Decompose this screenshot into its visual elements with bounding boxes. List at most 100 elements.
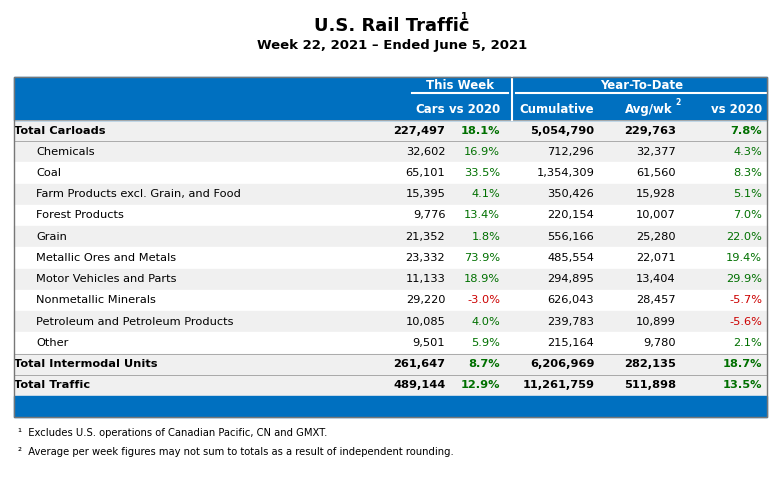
Text: 18.7%: 18.7% bbox=[723, 359, 762, 369]
Text: 32,377: 32,377 bbox=[636, 147, 676, 157]
Text: 22,071: 22,071 bbox=[636, 253, 676, 263]
Text: Total Intermodal Units: Total Intermodal Units bbox=[14, 359, 158, 369]
Text: vs 2020: vs 2020 bbox=[711, 103, 762, 116]
Bar bbox=[14, 141, 767, 163]
Text: Petroleum and Petroleum Products: Petroleum and Petroleum Products bbox=[36, 317, 234, 327]
Text: 626,043: 626,043 bbox=[548, 295, 594, 305]
Text: 10,899: 10,899 bbox=[636, 317, 676, 327]
Text: 350,426: 350,426 bbox=[547, 189, 594, 199]
Text: 15,395: 15,395 bbox=[405, 189, 445, 199]
Text: Other: Other bbox=[36, 338, 68, 348]
Text: ²  Average per week figures may not sum to totals as a result of independent rou: ² Average per week figures may not sum t… bbox=[18, 447, 454, 457]
Bar bbox=[14, 120, 767, 141]
Text: 282,135: 282,135 bbox=[624, 359, 676, 369]
Text: 22.0%: 22.0% bbox=[726, 232, 762, 242]
Text: 1: 1 bbox=[461, 12, 467, 22]
Bar bbox=[14, 183, 767, 205]
Bar bbox=[14, 77, 767, 120]
Text: 8.7%: 8.7% bbox=[469, 359, 500, 369]
Text: 5.1%: 5.1% bbox=[733, 189, 762, 199]
Text: 23,332: 23,332 bbox=[405, 253, 445, 263]
Text: Nonmetallic Minerals: Nonmetallic Minerals bbox=[36, 295, 156, 305]
Text: 489,144: 489,144 bbox=[393, 380, 445, 391]
Text: 220,154: 220,154 bbox=[547, 211, 594, 221]
Text: Total Carloads: Total Carloads bbox=[14, 125, 106, 136]
Text: Week 22, 2021 – Ended June 5, 2021: Week 22, 2021 – Ended June 5, 2021 bbox=[257, 39, 527, 52]
Text: Grain: Grain bbox=[36, 232, 67, 242]
Text: This Week: This Week bbox=[426, 79, 494, 92]
Text: 15,928: 15,928 bbox=[636, 189, 676, 199]
Text: 16.9%: 16.9% bbox=[464, 147, 500, 157]
Text: Avg/wk: Avg/wk bbox=[625, 103, 673, 116]
Text: 712,296: 712,296 bbox=[547, 147, 594, 157]
Text: 227,497: 227,497 bbox=[394, 125, 445, 136]
Text: 511,898: 511,898 bbox=[624, 380, 676, 391]
Text: 12.9%: 12.9% bbox=[461, 380, 500, 391]
Text: 5,054,790: 5,054,790 bbox=[530, 125, 594, 136]
Text: -5.7%: -5.7% bbox=[729, 295, 762, 305]
Text: Forest Products: Forest Products bbox=[36, 211, 124, 221]
Bar bbox=[14, 396, 767, 417]
Text: vs 2020: vs 2020 bbox=[449, 103, 500, 116]
Text: 4.0%: 4.0% bbox=[471, 317, 500, 327]
Text: Year-To-Date: Year-To-Date bbox=[600, 79, 683, 92]
Text: 19.4%: 19.4% bbox=[726, 253, 762, 263]
Text: U.S. Rail Traffic: U.S. Rail Traffic bbox=[314, 17, 470, 35]
Text: 1.8%: 1.8% bbox=[471, 232, 500, 242]
Text: Cumulative: Cumulative bbox=[520, 103, 594, 116]
Text: Metallic Ores and Metals: Metallic Ores and Metals bbox=[36, 253, 176, 263]
Text: Chemicals: Chemicals bbox=[36, 147, 95, 157]
Text: 9,776: 9,776 bbox=[413, 211, 445, 221]
Text: 29.9%: 29.9% bbox=[726, 274, 762, 284]
Text: 10,007: 10,007 bbox=[636, 211, 676, 221]
Text: 10,085: 10,085 bbox=[405, 317, 445, 327]
Text: 11,261,759: 11,261,759 bbox=[522, 380, 594, 391]
Text: Coal: Coal bbox=[36, 168, 61, 178]
Text: 261,647: 261,647 bbox=[394, 359, 445, 369]
Bar bbox=[14, 353, 767, 375]
Bar bbox=[14, 269, 767, 290]
Text: 4.3%: 4.3% bbox=[733, 147, 762, 157]
Text: 9,780: 9,780 bbox=[643, 338, 676, 348]
Text: 294,895: 294,895 bbox=[547, 274, 594, 284]
Text: 13,404: 13,404 bbox=[636, 274, 676, 284]
Bar bbox=[14, 311, 767, 332]
Text: 2.1%: 2.1% bbox=[733, 338, 762, 348]
Text: 73.9%: 73.9% bbox=[464, 253, 500, 263]
Bar bbox=[14, 375, 767, 396]
Bar bbox=[14, 226, 767, 247]
Bar bbox=[14, 163, 767, 183]
Text: Motor Vehicles and Parts: Motor Vehicles and Parts bbox=[36, 274, 176, 284]
Text: 61,560: 61,560 bbox=[636, 168, 676, 178]
Text: 18.1%: 18.1% bbox=[461, 125, 500, 136]
Text: 2: 2 bbox=[675, 98, 681, 107]
Text: Farm Products excl. Grain, and Food: Farm Products excl. Grain, and Food bbox=[36, 189, 241, 199]
Text: 13.5%: 13.5% bbox=[723, 380, 762, 391]
Text: 21,352: 21,352 bbox=[405, 232, 445, 242]
Text: 8.3%: 8.3% bbox=[733, 168, 762, 178]
Text: 28,457: 28,457 bbox=[636, 295, 676, 305]
Text: 29,220: 29,220 bbox=[406, 295, 445, 305]
Text: Cars: Cars bbox=[416, 103, 445, 116]
Text: 25,280: 25,280 bbox=[636, 232, 676, 242]
Bar bbox=[14, 290, 767, 311]
Bar bbox=[14, 247, 767, 269]
Text: 7.8%: 7.8% bbox=[731, 125, 762, 136]
Text: -5.6%: -5.6% bbox=[729, 317, 762, 327]
Text: 239,783: 239,783 bbox=[547, 317, 594, 327]
Text: 4.1%: 4.1% bbox=[471, 189, 500, 199]
Text: 7.0%: 7.0% bbox=[733, 211, 762, 221]
Text: 33.5%: 33.5% bbox=[464, 168, 500, 178]
Text: 11,133: 11,133 bbox=[405, 274, 445, 284]
Text: -3.0%: -3.0% bbox=[467, 295, 500, 305]
Text: 13.4%: 13.4% bbox=[464, 211, 500, 221]
Text: 1,354,309: 1,354,309 bbox=[536, 168, 594, 178]
Bar bbox=[14, 205, 767, 226]
Text: ¹  Excludes U.S. operations of Canadian Pacific, CN and GMXT.: ¹ Excludes U.S. operations of Canadian P… bbox=[18, 428, 328, 438]
Text: 9,501: 9,501 bbox=[412, 338, 445, 348]
Text: 556,166: 556,166 bbox=[547, 232, 594, 242]
Text: 6,206,969: 6,206,969 bbox=[530, 359, 594, 369]
Text: 65,101: 65,101 bbox=[405, 168, 445, 178]
Text: 32,602: 32,602 bbox=[406, 147, 445, 157]
Text: 229,763: 229,763 bbox=[624, 125, 676, 136]
